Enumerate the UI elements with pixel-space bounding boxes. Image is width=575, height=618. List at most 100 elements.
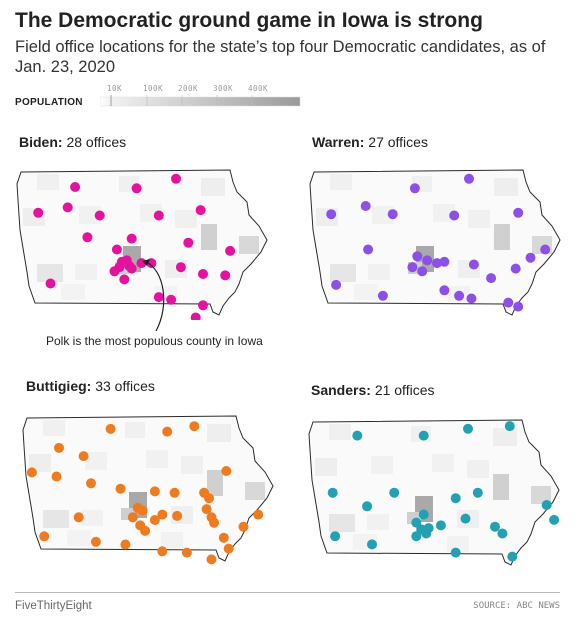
field-office-dot xyxy=(78,451,89,462)
field-office-dot xyxy=(39,531,50,542)
field-office-dot xyxy=(367,539,377,550)
field-office-dot xyxy=(218,532,229,543)
field-office-dot xyxy=(454,290,465,301)
field-office-dot xyxy=(362,501,373,512)
field-office-dot xyxy=(181,547,192,558)
county-shade xyxy=(330,174,352,190)
field-office-dot xyxy=(225,245,236,256)
field-office-dot xyxy=(549,514,560,525)
sanders-iowa-map xyxy=(308,419,560,566)
county-shade xyxy=(468,210,490,228)
chart-subtitle: Field office locations for the state’s t… xyxy=(15,38,546,76)
field-office-dot xyxy=(330,531,341,542)
sanders-name: Sanders: xyxy=(311,382,371,398)
county-shade xyxy=(239,236,259,254)
field-office-dot xyxy=(504,421,515,432)
county-shade xyxy=(207,470,223,496)
field-office-dot xyxy=(238,521,249,532)
county-shade xyxy=(372,206,394,224)
field-office-dot xyxy=(464,173,474,184)
iowa-state-fill xyxy=(23,416,273,561)
field-office-dot xyxy=(198,269,208,279)
legend-tick-200k: 200K xyxy=(178,84,199,93)
county-shade xyxy=(354,284,378,300)
field-office-dot xyxy=(540,244,551,255)
field-office-dot xyxy=(525,252,536,263)
buttigieg-office-count: 33 offices xyxy=(95,378,155,394)
field-office-dot xyxy=(54,442,64,453)
field-office-dot xyxy=(115,483,126,494)
field-office-dot xyxy=(127,512,138,523)
field-office-dot xyxy=(105,423,116,434)
field-office-dot xyxy=(90,536,101,547)
field-office-dot xyxy=(172,510,183,521)
field-office-dot xyxy=(460,513,471,524)
field-office-dot xyxy=(513,207,524,218)
iowa-state-fill xyxy=(310,170,560,315)
field-office-dot xyxy=(450,547,461,558)
field-office-dot xyxy=(206,554,217,565)
field-office-dot xyxy=(468,259,479,270)
population-legend-label: POPULATION xyxy=(15,97,83,108)
county-shade xyxy=(494,178,518,196)
field-office-dot xyxy=(137,505,148,516)
county-shade xyxy=(85,452,107,470)
field-office-dot xyxy=(183,237,194,248)
sanders-panel-title: Sanders: 21 offices xyxy=(311,382,434,398)
county-shade xyxy=(368,264,390,280)
field-office-dot xyxy=(126,263,137,274)
county-shade xyxy=(29,454,51,472)
field-office-dot xyxy=(407,262,418,273)
county-shade xyxy=(493,428,517,446)
field-office-dot xyxy=(131,183,142,194)
field-office-dot xyxy=(190,312,201,320)
field-office-dot xyxy=(221,466,232,476)
field-office-dot xyxy=(189,421,200,432)
field-office-dot xyxy=(33,207,44,218)
county-shade xyxy=(467,460,489,478)
county-shade xyxy=(329,424,351,440)
county-shade xyxy=(201,178,225,196)
field-office-dot xyxy=(120,539,131,550)
field-office-dot xyxy=(409,183,420,194)
field-office-dot xyxy=(389,487,400,498)
field-office-dot xyxy=(149,515,160,525)
field-office-dot xyxy=(513,301,524,312)
population-legend-scale xyxy=(100,95,301,107)
county-shade xyxy=(181,456,203,474)
field-office-dot xyxy=(435,520,446,531)
buttigieg-name: Buttigieg: xyxy=(26,378,92,394)
county-shade xyxy=(432,454,454,472)
field-office-dot xyxy=(195,205,206,216)
field-office-dot xyxy=(510,263,521,274)
legend-tick-300k: 300K xyxy=(213,84,234,93)
field-office-dot xyxy=(411,531,422,542)
iowa-state-fill xyxy=(309,420,559,565)
field-office-dot xyxy=(422,255,433,266)
field-office-dot xyxy=(326,209,337,220)
field-office-dot xyxy=(363,244,374,255)
iowa-state-outline xyxy=(16,169,268,316)
county-shade xyxy=(81,510,103,526)
legend-tick-10k: 10K xyxy=(107,84,123,93)
field-office-dot xyxy=(387,209,398,220)
field-office-dot xyxy=(153,292,164,303)
county-shade xyxy=(75,264,97,280)
field-office-dot xyxy=(62,202,73,213)
field-office-dot xyxy=(439,256,450,267)
county-shade xyxy=(371,456,393,474)
county-shade xyxy=(43,510,69,528)
county-shade xyxy=(79,206,101,224)
field-office-dot xyxy=(360,201,371,211)
legend-tick-100k: 100K xyxy=(143,84,164,93)
county-shade xyxy=(207,424,231,442)
county-shade xyxy=(493,474,509,500)
field-office-dot xyxy=(327,487,338,498)
field-office-dot xyxy=(73,512,84,523)
field-office-dot xyxy=(412,251,423,262)
field-office-dot xyxy=(82,232,93,243)
field-office-dot xyxy=(432,258,442,269)
field-office-dot xyxy=(119,274,130,285)
warren-iowa-map xyxy=(309,169,561,316)
field-office-dot xyxy=(472,487,483,498)
